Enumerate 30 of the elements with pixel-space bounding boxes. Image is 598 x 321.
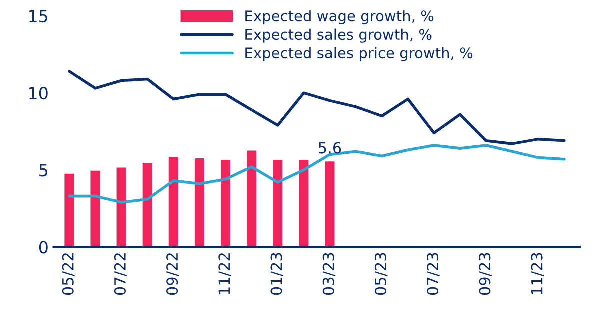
x-tick-label: 07/23 [427, 253, 440, 296]
x-tick-label: 09/23 [479, 253, 492, 296]
y-tick-label: 10 [30, 87, 48, 100]
legend-label: Expected wage growth, % [246, 10, 434, 24]
legend-label: Expected sales growth, % [246, 28, 432, 43]
bar [141, 162, 154, 248]
x-tick-label: 03/23 [322, 253, 336, 296]
bar [298, 158, 310, 248]
x-tick-label: 11/22 [218, 254, 232, 294]
y-tick-label: 5 [40, 164, 48, 177]
bar [324, 160, 336, 248]
x-tick-label: 11/23 [531, 253, 544, 294]
bar [63, 172, 76, 248]
x-tick-label: 09/22 [166, 254, 180, 296]
bar [89, 169, 102, 248]
data-label: 5.6 [318, 142, 342, 154]
bar [194, 157, 206, 248]
bar [115, 166, 128, 248]
x-tick-label: 07/22 [114, 254, 128, 296]
bar [272, 158, 284, 248]
bar [246, 149, 258, 248]
legend-label: Expected sales price growth, % [246, 47, 473, 62]
bar [167, 156, 180, 248]
y-tick-label: 15 [30, 10, 48, 23]
x-tick-label: 05/22 [62, 254, 76, 296]
x-tick-label: 05/23 [374, 253, 388, 296]
x-tick-label: 01/23 [270, 253, 284, 296]
line-series [68, 144, 566, 204]
y-tick-label: 0 [39, 241, 48, 254]
bar [220, 158, 232, 248]
